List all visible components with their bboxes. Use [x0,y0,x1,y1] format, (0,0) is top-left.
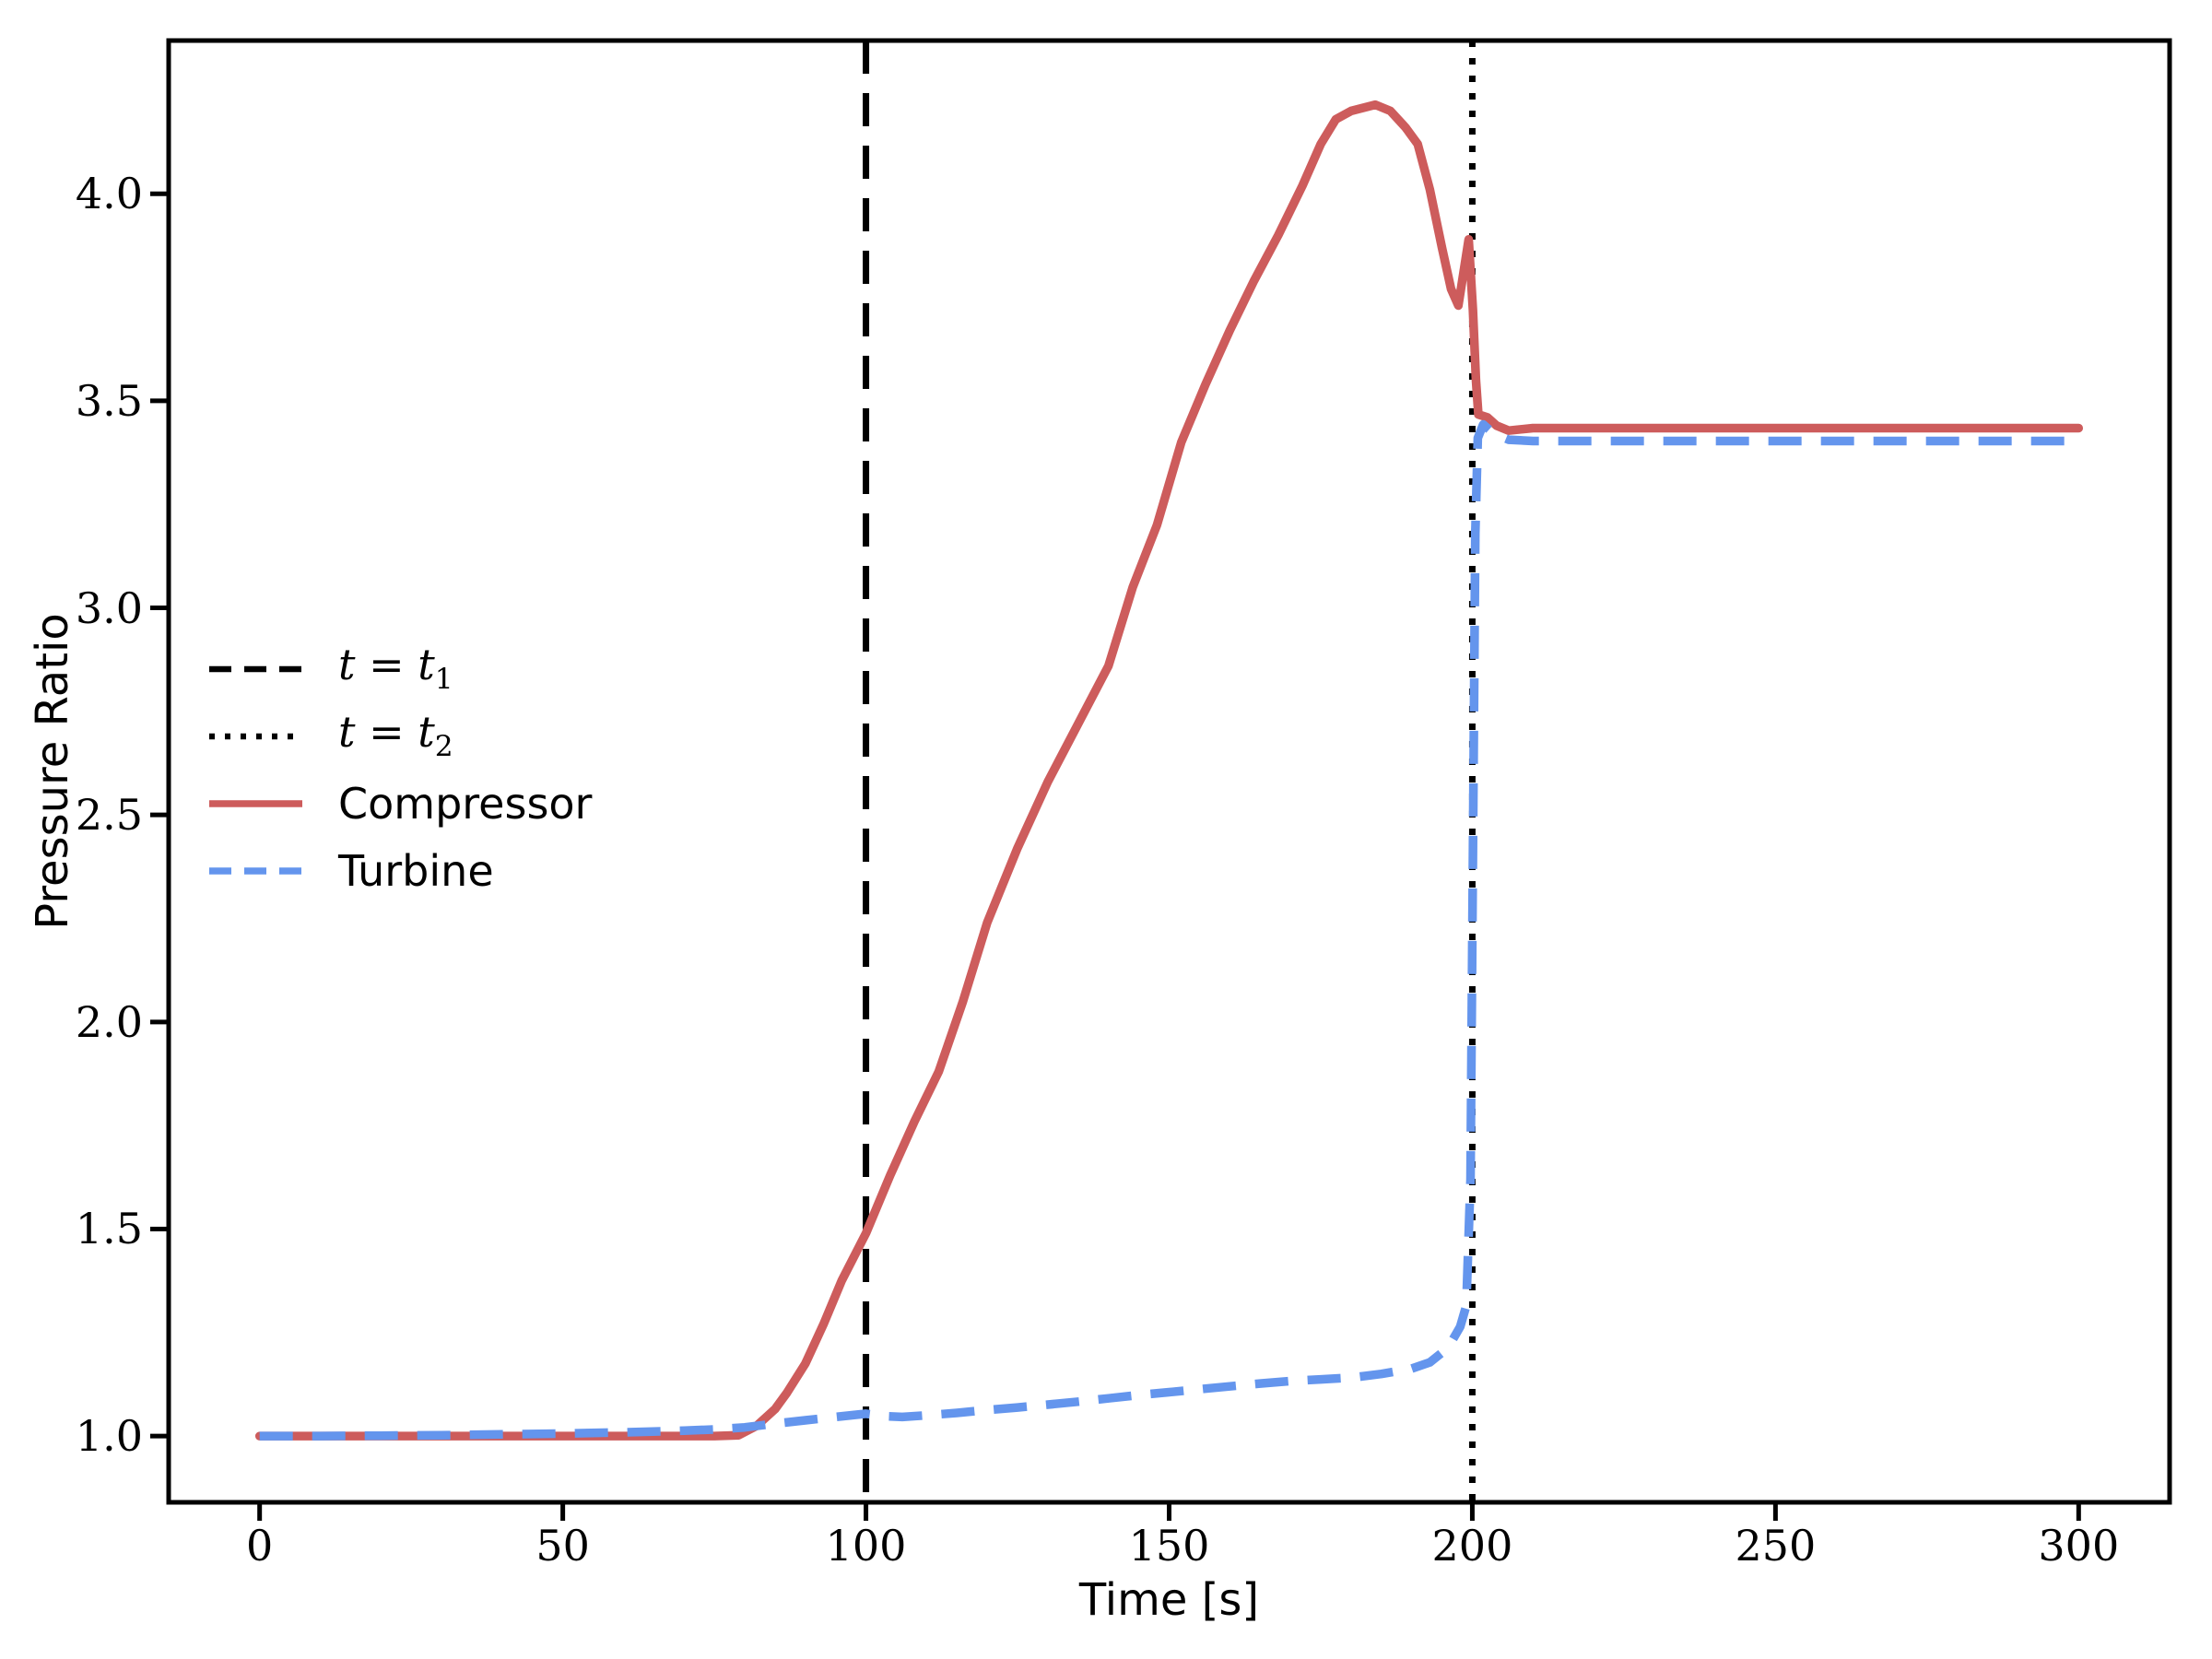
x-axis-label: Time [s] [1078,1574,1260,1626]
legend-swatch-dashed [209,866,302,875]
x-tick-label: 0 [246,1521,274,1571]
legend-label: Turbine [338,845,494,896]
legend-label: Compressor [338,778,593,829]
y-tick-label: 3.5 [75,375,143,426]
legend: t = t1 t = t2 Compressor Turbine [207,635,592,904]
x-tick-label: 250 [1735,1521,1817,1571]
legend-swatch-dotted [209,733,302,739]
legend-item-compressor: Compressor [207,770,592,837]
y-tick-label: 2.5 [75,790,143,841]
compressor-line [254,100,2084,1441]
y-axis-label: Pressure Ratio [27,613,78,930]
legend-item-turbine: Turbine [207,837,592,904]
y-tick-label: 1.5 [75,1204,143,1254]
legend-item-t-t-1: t = t1 [207,635,592,702]
y-tick-label: 2.0 [75,996,143,1047]
x-tick-label: 150 [1128,1521,1210,1571]
x-tick-label: 300 [2038,1521,2120,1571]
legend-label: t = t2 [338,706,453,763]
x-tick-label: 200 [1431,1521,1513,1571]
data-layer [254,41,2084,1502]
legend-swatch-solid [209,799,302,807]
legend-item-t-t-2: t = t2 [207,702,592,770]
x-tick-label: 50 [535,1521,590,1571]
legend-swatch-dashed [209,665,302,672]
turbine-line [259,419,2079,1441]
y-tick-label: 3.0 [75,582,143,633]
x-tick-label: 100 [825,1521,907,1571]
y-tick-label: 1.0 [75,1411,143,1462]
y-tick-label: 4.0 [75,169,143,219]
legend-label: t = t1 [338,639,453,696]
